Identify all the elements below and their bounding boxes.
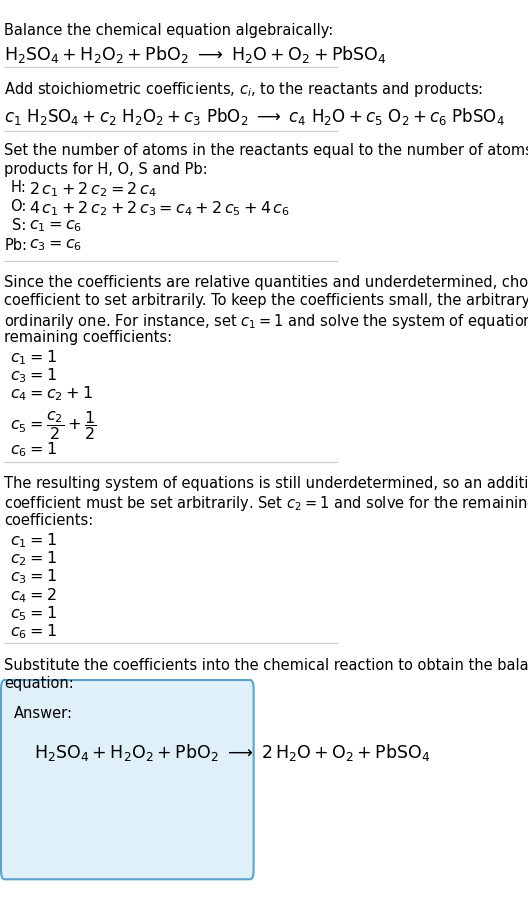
Text: $4\,c_1 + 2\,c_2 + 2\,c_3 = c_4 + 2\,c_5 + 4\,c_6$: $4\,c_1 + 2\,c_2 + 2\,c_3 = c_4 + 2\,c_5… [29, 199, 290, 218]
Text: coefficients:: coefficients: [4, 513, 93, 527]
Text: ordinarily one. For instance, set $c_1 = 1$ and solve the system of equations fo: ordinarily one. For instance, set $c_1 =… [4, 312, 528, 331]
Text: $c_3 = 1$: $c_3 = 1$ [10, 568, 56, 586]
Text: Substitute the coefficients into the chemical reaction to obtain the balanced: Substitute the coefficients into the che… [4, 658, 528, 673]
Text: $c_3 = 1$: $c_3 = 1$ [10, 367, 56, 385]
Text: $c_6 = 1$: $c_6 = 1$ [10, 622, 56, 641]
Text: $c_1 = 1$: $c_1 = 1$ [10, 348, 56, 367]
Text: Answer:: Answer: [14, 706, 73, 720]
Text: remaining coefficients:: remaining coefficients: [4, 330, 173, 345]
Text: products for H, O, S and Pb:: products for H, O, S and Pb: [4, 162, 208, 176]
Text: $c_2 = 1$: $c_2 = 1$ [10, 549, 56, 568]
Text: Since the coefficients are relative quantities and underdetermined, choose a: Since the coefficients are relative quan… [4, 275, 528, 290]
Text: $c_1\ \mathrm{H_2SO_4} + c_2\ \mathrm{H_2O_2} + c_3\ \mathrm{PbO_2}$ $\longright: $c_1\ \mathrm{H_2SO_4} + c_2\ \mathrm{H_… [4, 106, 505, 127]
Text: Add stoichiometric coefficients, $c_i$, to the reactants and products:: Add stoichiometric coefficients, $c_i$, … [4, 80, 484, 100]
Text: coefficient to set arbitrarily. To keep the coefficients small, the arbitrary va: coefficient to set arbitrarily. To keep … [4, 293, 528, 308]
FancyBboxPatch shape [1, 680, 253, 879]
Text: The resulting system of equations is still underdetermined, so an additional: The resulting system of equations is sti… [4, 476, 528, 491]
Text: Pb:: Pb: [4, 238, 27, 252]
Text: H:: H: [10, 180, 26, 195]
Text: $c_4 = c_2 + 1$: $c_4 = c_2 + 1$ [10, 385, 92, 403]
Text: $c_5 = \dfrac{c_2}{2} + \dfrac{1}{2}$: $c_5 = \dfrac{c_2}{2} + \dfrac{1}{2}$ [10, 409, 96, 442]
Text: $\mathrm{H_2SO_4 + H_2O_2 + PbO_2}$ $\longrightarrow$ $\mathrm{H_2O + O_2 + PbSO: $\mathrm{H_2SO_4 + H_2O_2 + PbO_2}$ $\lo… [4, 44, 387, 65]
Text: $c_5 = 1$: $c_5 = 1$ [10, 604, 56, 622]
Text: $c_1 = 1$: $c_1 = 1$ [10, 531, 56, 549]
Text: Balance the chemical equation algebraically:: Balance the chemical equation algebraica… [4, 23, 334, 37]
Text: S:: S: [12, 218, 26, 233]
Text: equation:: equation: [4, 676, 74, 691]
Text: $c_3 = c_6$: $c_3 = c_6$ [29, 238, 82, 253]
Text: Set the number of atoms in the reactants equal to the number of atoms in the: Set the number of atoms in the reactants… [4, 143, 528, 158]
Text: $\mathrm{H_2SO_4 + H_2O_2 + PbO_2}$ $\longrightarrow$ $\mathrm{2\,H_2O + O_2 + P: $\mathrm{H_2SO_4 + H_2O_2 + PbO_2}$ $\lo… [34, 742, 430, 763]
Text: $2\,c_1 + 2\,c_2 = 2\,c_4$: $2\,c_1 + 2\,c_2 = 2\,c_4$ [29, 180, 157, 198]
Text: $c_1 = c_6$: $c_1 = c_6$ [29, 218, 82, 234]
Text: $c_4 = 2$: $c_4 = 2$ [10, 586, 56, 604]
Text: O:: O: [10, 199, 26, 214]
Text: $c_6 = 1$: $c_6 = 1$ [10, 441, 56, 459]
Text: coefficient must be set arbitrarily. Set $c_2 = 1$ and solve for the remaining: coefficient must be set arbitrarily. Set… [4, 494, 528, 514]
